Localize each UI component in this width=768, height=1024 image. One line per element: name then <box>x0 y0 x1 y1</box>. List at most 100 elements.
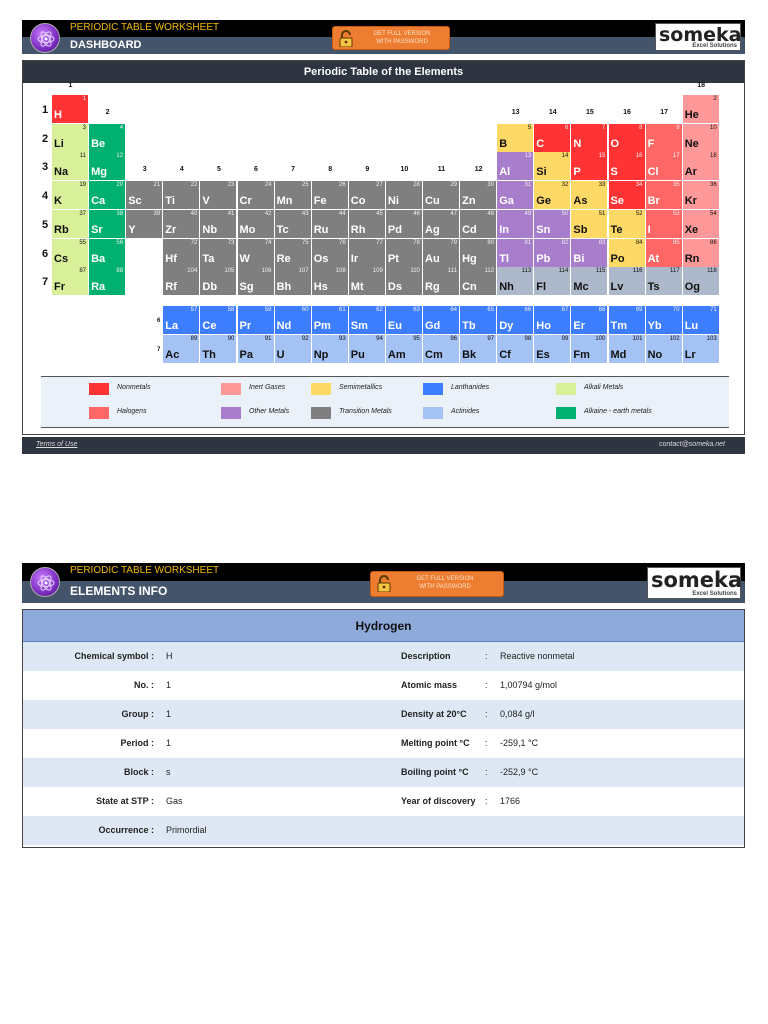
terms-of-use-link[interactable]: Terms of Use <box>36 441 78 448</box>
element-cell[interactable]: 70 Yb <box>645 306 682 334</box>
element-cell[interactable]: 52 Te <box>608 209 645 238</box>
element-cell[interactable]: 15 P <box>571 152 608 181</box>
element-cell[interactable]: 17 Cl <box>645 152 682 181</box>
element-cell[interactable]: 81 Tl <box>497 238 534 267</box>
element-cell[interactable]: 43 Tc <box>274 209 311 238</box>
element-cell[interactable]: 91 Pa <box>237 334 274 363</box>
element-cell[interactable]: 4 Be <box>89 123 126 152</box>
element-cell[interactable]: 62 Sm <box>348 306 385 334</box>
someka-logo[interactable]: someka Excel Solutions <box>647 567 742 599</box>
element-cell[interactable]: 99 Es <box>534 334 571 363</box>
element-cell[interactable]: 75 Re <box>274 238 311 267</box>
element-cell[interactable]: 26 Fe <box>311 181 348 210</box>
element-cell[interactable]: 93 Np <box>311 334 348 363</box>
element-cell[interactable]: 19 K <box>52 181 88 210</box>
element-cell[interactable]: 63 Eu <box>385 306 422 334</box>
element-cell[interactable]: 69 Tm <box>608 306 645 334</box>
element-cell[interactable]: 29 Cu <box>423 181 459 210</box>
element-cell[interactable]: 11 Na <box>52 152 88 181</box>
element-cell[interactable]: 39 Y <box>126 209 163 238</box>
element-cell[interactable]: 60 Nd <box>274 306 311 334</box>
element-cell[interactable]: 59 Pr <box>237 306 274 334</box>
element-cell[interactable]: 55 Cs <box>52 238 88 267</box>
element-cell[interactable]: 103 Lr <box>682 334 719 363</box>
get-full-version-button[interactable]: GET FULL VERSION WITH PASSWORD <box>370 571 504 597</box>
element-cell[interactable]: 116 Lv <box>608 267 645 296</box>
element-cell[interactable]: 95 Am <box>385 334 422 363</box>
element-cell[interactable]: 46 Pd <box>385 209 422 238</box>
element-cell[interactable]: 80 Hg <box>460 238 497 267</box>
element-cell[interactable]: 87 Fr <box>52 267 88 296</box>
element-cell[interactable]: 31 Ga <box>497 181 534 210</box>
element-cell[interactable]: 112 Cn <box>460 267 497 296</box>
element-cell[interactable]: 101 Md <box>608 334 645 363</box>
element-cell[interactable]: 32 Ge <box>534 181 571 210</box>
element-cell[interactable]: 108 Hs <box>311 267 348 296</box>
element-cell[interactable]: 54 Xe <box>682 209 719 238</box>
element-cell[interactable]: 85 At <box>645 238 682 267</box>
element-cell[interactable]: 67 Ho <box>534 306 571 334</box>
element-cell[interactable]: 30 Zn <box>460 181 497 210</box>
element-cell[interactable]: 77 Ir <box>348 238 385 267</box>
element-cell[interactable]: 3 Li <box>52 123 88 152</box>
element-cell[interactable]: 49 In <box>497 209 534 238</box>
element-cell[interactable]: 27 Co <box>348 181 385 210</box>
element-cell[interactable]: 72 Hf <box>163 238 200 267</box>
element-cell[interactable]: 106 Sg <box>237 267 274 296</box>
element-cell[interactable]: 88 Ra <box>89 267 126 296</box>
element-cell[interactable]: 14 Si <box>534 152 571 181</box>
element-cell[interactable]: 36 Kr <box>682 181 719 210</box>
element-cell[interactable]: 110 Ds <box>385 267 422 296</box>
element-cell[interactable]: 94 Pu <box>348 334 385 363</box>
element-cell[interactable]: 111 Rg <box>423 267 459 296</box>
element-cell[interactable]: 90 Th <box>200 334 237 363</box>
element-cell[interactable]: 47 Ag <box>423 209 459 238</box>
someka-logo[interactable]: someka Excel Solutions <box>655 23 742 51</box>
element-cell[interactable]: 97 Bk <box>460 334 497 363</box>
element-cell[interactable]: 50 Sn <box>534 209 571 238</box>
contact-email[interactable]: contact@someka.net <box>659 441 725 448</box>
element-cell[interactable]: 104 Rf <box>163 267 200 296</box>
element-cell[interactable]: 100 Fm <box>571 334 608 363</box>
element-cell[interactable]: 13 Al <box>497 152 534 181</box>
element-cell[interactable]: 58 Ce <box>200 306 237 334</box>
element-cell[interactable]: 44 Ru <box>311 209 348 238</box>
element-cell[interactable]: 83 Bi <box>571 238 608 267</box>
element-cell[interactable]: 22 Ti <box>163 181 200 210</box>
element-cell[interactable]: 42 Mo <box>237 209 274 238</box>
element-cell[interactable]: 48 Cd <box>460 209 497 238</box>
element-cell[interactable]: 10 Ne <box>682 123 719 152</box>
element-cell[interactable]: 2 He <box>682 95 719 123</box>
element-cell[interactable]: 16 S <box>608 152 645 181</box>
element-cell[interactable]: 37 Rb <box>52 209 88 238</box>
element-cell[interactable]: 38 Sr <box>89 209 126 238</box>
element-cell[interactable]: 33 As <box>571 181 608 210</box>
element-cell[interactable]: 12 Mg <box>89 152 126 181</box>
element-cell[interactable]: 28 Ni <box>385 181 422 210</box>
element-cell[interactable]: 76 Os <box>311 238 348 267</box>
element-cell[interactable]: 89 Ac <box>163 334 200 363</box>
element-cell[interactable]: 57 La <box>163 306 200 334</box>
element-cell[interactable]: 86 Rn <box>682 238 719 267</box>
element-cell[interactable]: 66 Dy <box>497 306 534 334</box>
element-cell[interactable]: 114 Fl <box>534 267 571 296</box>
element-cell[interactable]: 18 Ar <box>682 152 719 181</box>
element-cell[interactable]: 20 Ca <box>89 181 126 210</box>
element-cell[interactable]: 73 Ta <box>200 238 237 267</box>
element-cell[interactable]: 82 Pb <box>534 238 571 267</box>
element-cell[interactable]: 107 Bh <box>274 267 311 296</box>
element-cell[interactable]: 25 Mn <box>274 181 311 210</box>
element-cell[interactable]: 71 Lu <box>682 306 719 334</box>
element-cell[interactable]: 78 Pt <box>385 238 422 267</box>
element-cell[interactable]: 61 Pm <box>311 306 348 334</box>
element-cell[interactable]: 40 Zr <box>163 209 200 238</box>
element-cell[interactable]: 65 Tb <box>460 306 497 334</box>
element-cell[interactable]: 79 Au <box>423 238 459 267</box>
element-cell[interactable]: 45 Rh <box>348 209 385 238</box>
element-cell[interactable]: 105 Db <box>200 267 237 296</box>
element-cell[interactable]: 23 V <box>200 181 237 210</box>
